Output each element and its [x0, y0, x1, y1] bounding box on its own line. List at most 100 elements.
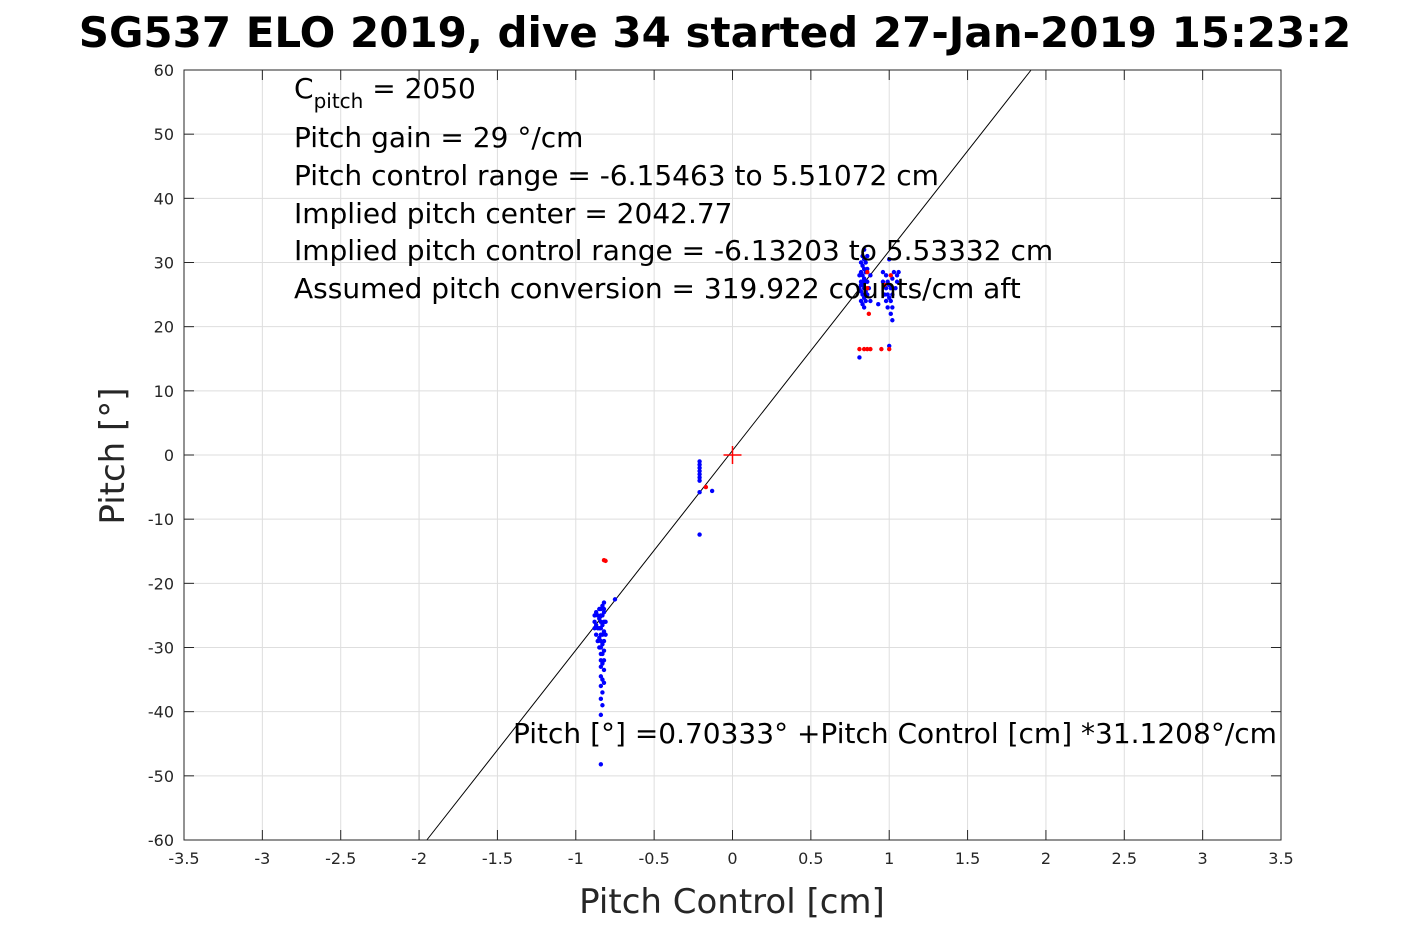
data-point-blue — [697, 478, 702, 483]
y-tick-label: -10 — [148, 510, 174, 529]
data-point-blue — [601, 648, 607, 653]
data-point-blue — [600, 703, 605, 708]
data-point-red — [865, 269, 870, 275]
data-point-blue — [600, 690, 605, 695]
data-point-blue — [612, 597, 618, 602]
data-point-blue — [868, 298, 873, 304]
data-point-blue — [890, 292, 895, 297]
y-tick-label: -20 — [148, 574, 174, 593]
y-tick-label: 10 — [154, 382, 174, 401]
x-tick-label: -0.5 — [639, 849, 670, 868]
data-point-blue — [697, 462, 702, 467]
data-point-blue — [697, 465, 702, 471]
data-point-blue — [865, 292, 870, 297]
data-point-blue — [593, 632, 599, 637]
y-tick-label: -60 — [148, 831, 174, 850]
y-tick-label: 0 — [164, 446, 174, 465]
data-point-blue — [883, 298, 889, 304]
data-point-red — [601, 558, 607, 563]
data-point-blue — [893, 285, 898, 291]
data-point-blue — [598, 683, 604, 689]
data-point-blue — [601, 638, 607, 644]
data-point-blue — [857, 355, 862, 360]
annotation-control-range: Pitch control range = -6.15463 to 5.5107… — [294, 159, 939, 192]
data-point-red — [861, 346, 867, 352]
x-tick-label: -1.5 — [482, 849, 513, 868]
annotation-implied-range: Implied pitch control range = -6.13203 t… — [294, 234, 1053, 267]
data-point-blue — [601, 667, 607, 673]
annotation-pitch-gain: Pitch gain = 29 °/cm — [294, 121, 583, 154]
data-point-blue — [888, 311, 893, 317]
data-point-blue — [697, 472, 702, 477]
data-point-red — [865, 285, 870, 291]
data-point-blue — [598, 696, 604, 702]
data-point-blue — [697, 532, 702, 537]
c-pitch-subscript: pitch — [314, 89, 364, 113]
x-tick-label: -2.5 — [325, 849, 356, 868]
data-point-red — [703, 484, 709, 490]
data-point-blue — [890, 305, 895, 310]
data-point-blue — [891, 269, 897, 275]
y-tick-label: 20 — [154, 318, 174, 337]
chart-title: SG537 ELO 2019, dive 34 started 27-Jan-2… — [79, 8, 1352, 57]
x-tick-label: -3 — [254, 849, 270, 868]
data-point-blue — [709, 488, 715, 494]
c-pitch-base: C — [294, 72, 314, 105]
data-point-blue — [868, 273, 873, 278]
x-tick-label: 2 — [1041, 849, 1051, 868]
x-tick-label: 1 — [884, 849, 894, 868]
data-point-red — [879, 346, 884, 352]
data-point-blue — [598, 762, 604, 767]
data-point-blue — [601, 610, 607, 615]
data-point-red — [887, 346, 892, 352]
data-point-red — [882, 282, 887, 288]
data-point-blue — [894, 279, 900, 284]
data-point-red — [888, 273, 893, 278]
y-tick-label: 40 — [154, 189, 174, 208]
y-tick-labels: -60 -50 -40 -30 -20 -10 0 10 20 30 40 50 60 — [148, 61, 174, 850]
data-point-blue — [883, 273, 889, 278]
x-tick-label: 0.5 — [798, 849, 823, 868]
x-tick-label: 3 — [1198, 849, 1208, 868]
data-point-blue — [697, 459, 702, 464]
data-point-blue — [888, 285, 893, 291]
data-point-red — [857, 346, 862, 352]
c-pitch-value: = 2050 — [363, 72, 476, 105]
data-point-blue — [863, 298, 868, 304]
annotation-c-pitch: Cpitch = 2050 — [294, 72, 476, 113]
x-tick-label: 0 — [727, 849, 737, 868]
x-tick-label: -2 — [411, 849, 427, 868]
data-point-blue — [882, 292, 887, 297]
data-point-blue — [601, 658, 607, 663]
x-tick-label: -3.5 — [168, 849, 199, 868]
data-point-blue — [697, 475, 702, 480]
annotation-fit-equation: Pitch [°] =0.70333° +Pitch Control [cm] … — [513, 717, 1277, 750]
data-point-blue — [887, 343, 892, 349]
data-point-blue — [598, 712, 604, 718]
data-point-blue — [861, 305, 867, 310]
data-point-blue — [603, 619, 608, 625]
data-point-blue — [896, 269, 901, 275]
data-point-blue — [885, 305, 890, 310]
x-tick-label: 1.5 — [955, 849, 980, 868]
data-point-blue — [865, 253, 870, 259]
x-axis-label: Pitch Control [cm] — [579, 882, 885, 922]
x-tick-labels: -3.5 -3 -2.5 -2 -1.5 -1 -0.5 0 0.5 1 1.5 2 2.5 3 3.5 — [168, 849, 1293, 868]
x-tick-label: -1 — [568, 849, 584, 868]
data-point-blue — [601, 680, 607, 685]
data-point-blue — [601, 600, 607, 605]
ticks — [183, 69, 1282, 841]
data-point-blue — [888, 298, 893, 304]
data-point-red — [866, 311, 872, 317]
y-tick-label: 60 — [154, 61, 174, 80]
data-point-blue — [863, 260, 868, 265]
data-point-blue — [876, 302, 881, 307]
data-point-blue — [697, 490, 702, 495]
data-point-blue — [601, 606, 607, 612]
y-tick-label: -50 — [148, 767, 174, 786]
y-tick-label: -30 — [148, 639, 174, 658]
center-marker — [723, 446, 742, 464]
data-point-blue — [697, 468, 702, 474]
data-point-blue — [887, 257, 892, 262]
